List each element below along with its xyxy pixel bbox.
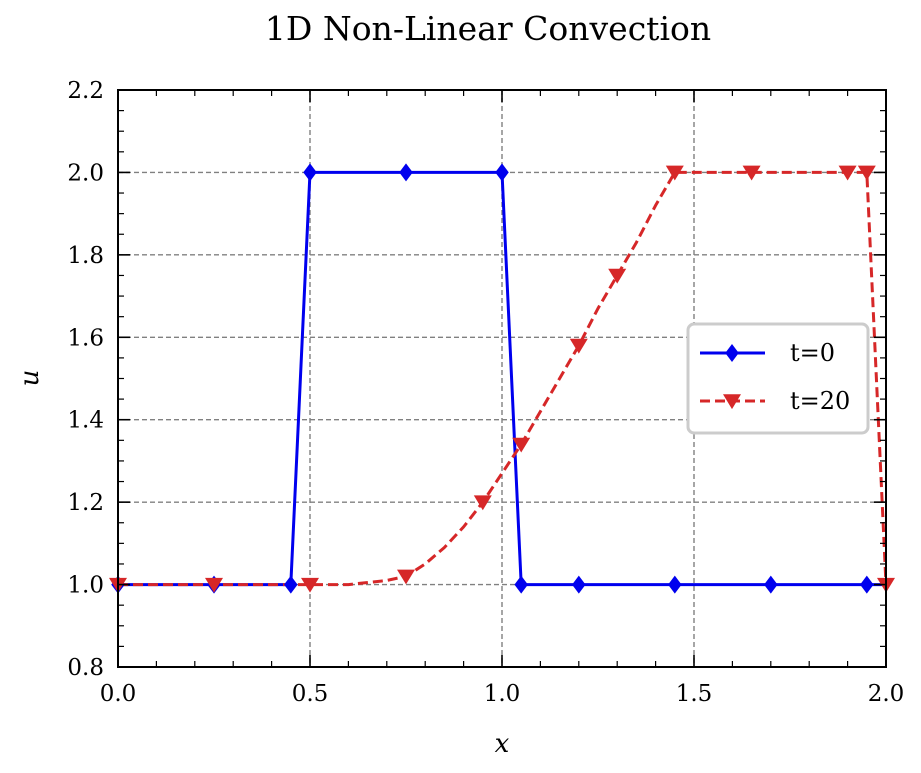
data-point — [572, 575, 586, 594]
x-tick-label: 0.0 — [100, 681, 137, 707]
data-point — [397, 569, 415, 585]
data-point — [742, 165, 761, 181]
x-tick-label: 1.5 — [676, 681, 713, 707]
y-tick-label: 1.0 — [67, 573, 104, 599]
y-axis-label: u — [15, 370, 45, 387]
legend-label: t=0 — [790, 339, 835, 367]
data-point — [301, 577, 319, 593]
y-tick-label: 1.2 — [67, 490, 104, 516]
data-point — [284, 575, 298, 594]
data-point — [205, 577, 223, 593]
data-point — [860, 575, 874, 594]
data-point — [514, 575, 528, 594]
data-point — [495, 163, 509, 182]
data-point — [838, 165, 857, 181]
y-tick-label: 1.6 — [67, 325, 104, 351]
legend-marker — [723, 394, 741, 410]
axis-ticks — [117, 89, 887, 668]
x-tick-label: 1.0 — [484, 681, 521, 707]
legend-box — [686, 322, 870, 435]
legend: t=0 t=20 — [686, 322, 870, 435]
y-tick-label: 1.4 — [67, 408, 104, 434]
x-axis-label: x — [495, 729, 510, 759]
data-point — [473, 495, 492, 511]
y-tick-label: 1.8 — [67, 243, 104, 269]
tick-labels: 0.0 0.5 1.0 1.5 2.0 0.8 1.0 1.2 1.4 1.6 1.8 2.0 2.2 — [67, 78, 904, 707]
data-point — [668, 575, 682, 594]
data-point — [857, 165, 876, 181]
legend-label: t=20 — [790, 387, 850, 415]
data-point — [512, 437, 531, 453]
y-tick-label: 2.0 — [67, 160, 104, 186]
y-tick-label: 0.8 — [67, 655, 104, 681]
data-point — [303, 163, 317, 182]
y-tick-label: 2.2 — [67, 78, 104, 104]
data-point — [764, 575, 778, 594]
legend-marker — [725, 344, 739, 362]
data-point — [399, 163, 413, 182]
data-point — [608, 268, 627, 284]
data-point — [665, 165, 684, 181]
chart-title: 1D Non-Linear Convection — [265, 9, 711, 48]
series-markers — [109, 163, 895, 594]
x-tick-label: 0.5 — [292, 681, 329, 707]
x-tick-label: 2.0 — [868, 681, 905, 707]
series-line-t=20 — [118, 170, 886, 587]
data-point — [569, 338, 588, 354]
